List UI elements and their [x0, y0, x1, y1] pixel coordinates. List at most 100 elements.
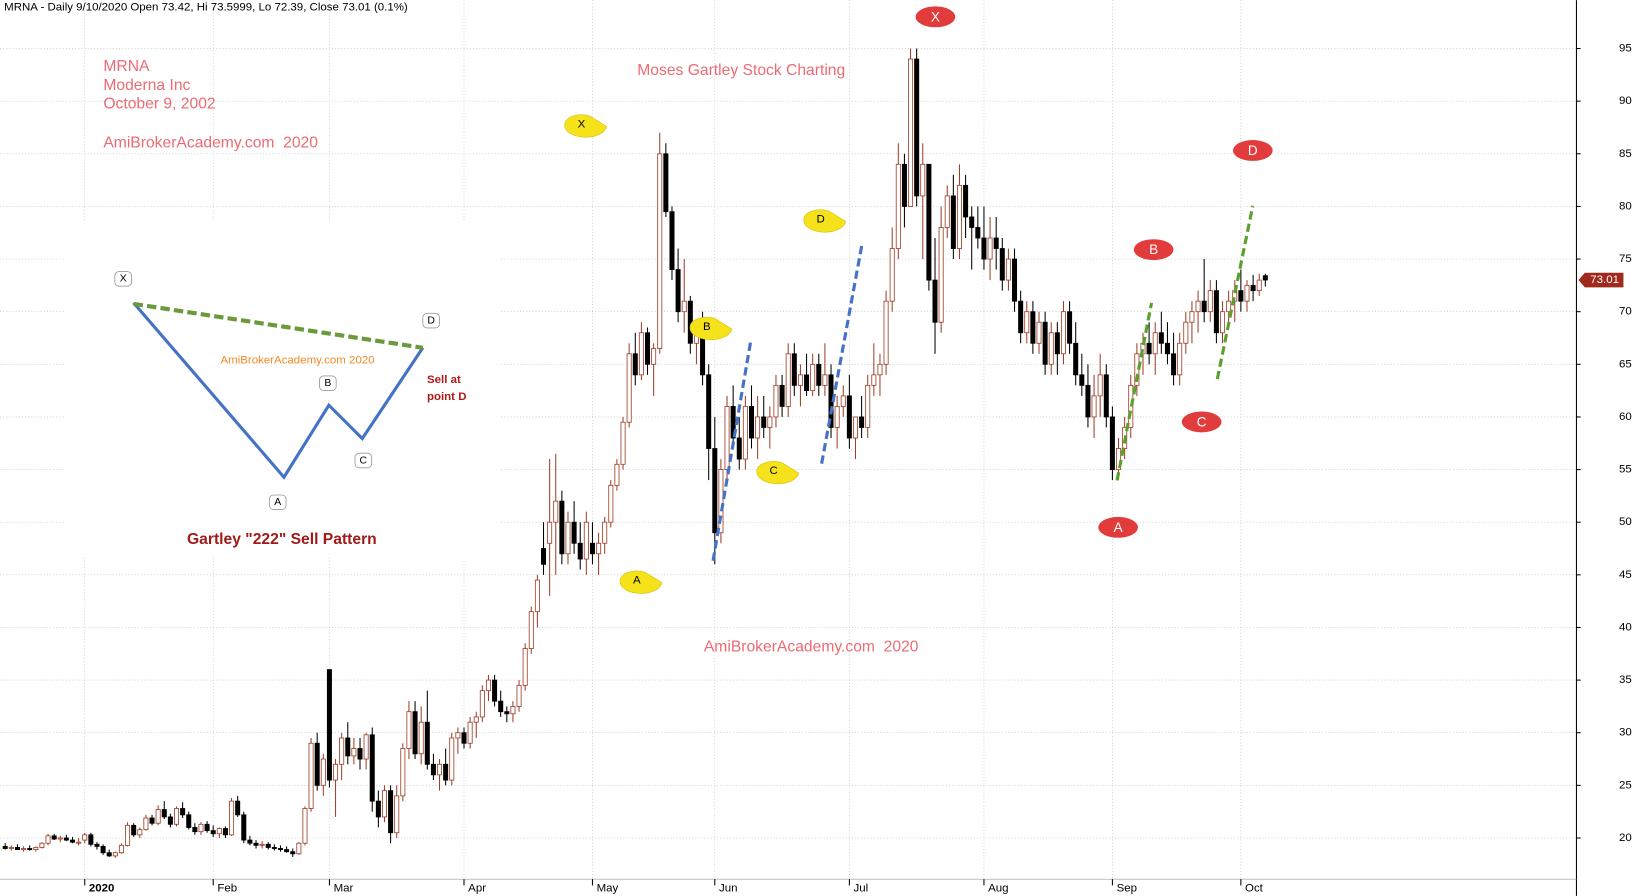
- candle-body: [284, 849, 290, 853]
- candle-body: [63, 837, 69, 841]
- candle-body: [161, 809, 167, 818]
- candle-body: [424, 721, 430, 765]
- candle-body: [1152, 332, 1158, 355]
- candle-body: [259, 843, 265, 846]
- candle-body: [345, 737, 351, 757]
- candle-body: [51, 835, 57, 840]
- candle-body: [27, 848, 33, 850]
- candle-body: [216, 828, 222, 835]
- candle-body: [669, 211, 675, 271]
- candle-body: [614, 463, 620, 486]
- y-tick-label: 30: [1619, 727, 1632, 739]
- candle-body: [822, 374, 828, 386]
- candle-body: [938, 227, 944, 323]
- candle-body: [198, 823, 204, 833]
- inset-marker: [268, 494, 287, 511]
- candle-body: [375, 800, 381, 818]
- overlay: X A B C D X A B C D: [564, 6, 1273, 594]
- candle-body: [950, 195, 956, 249]
- candle-body: [840, 395, 846, 407]
- candle-body: [1079, 374, 1085, 386]
- candle-body: [2, 845, 8, 849]
- candle-body: [314, 742, 320, 786]
- candle-body: [21, 848, 27, 850]
- subtitle: Moses Gartley Stock Charting: [637, 62, 845, 79]
- watermark: AmiBrokerAcademy.com 2020: [103, 134, 318, 151]
- y-tick-label: 40: [1619, 621, 1632, 633]
- candle-body: [1220, 311, 1226, 334]
- candle-body: [1048, 332, 1054, 365]
- candle-body: [718, 469, 724, 534]
- last-price: 73.01: [1590, 274, 1619, 286]
- candle-body: [485, 679, 491, 692]
- candle-body: [1103, 374, 1109, 418]
- y-tick-label: 45: [1619, 569, 1632, 581]
- inset-marker: [354, 452, 373, 469]
- candle-body: [522, 648, 528, 686]
- candle-body: [865, 384, 871, 428]
- candle-body: [589, 542, 595, 555]
- candle-body: [76, 841, 82, 844]
- candle-body: [859, 416, 865, 428]
- y-tick-label: 25: [1619, 779, 1632, 791]
- candle-body: [889, 248, 895, 302]
- candle-body: [167, 816, 173, 825]
- candle-body: [412, 711, 418, 755]
- candle-body: [871, 374, 877, 386]
- candle-body: [339, 737, 345, 765]
- candle-body: [553, 500, 559, 523]
- candle-body: [1012, 258, 1018, 302]
- red-marker: [1232, 140, 1273, 161]
- candle-body: [326, 669, 332, 781]
- y-tick-label: 65: [1619, 358, 1632, 370]
- candle-body: [1024, 311, 1030, 334]
- candle-body: [645, 332, 651, 365]
- y-tick-label: 35: [1619, 674, 1632, 686]
- candle-body: [534, 579, 540, 613]
- candle-body: [785, 353, 791, 407]
- candle-body: [302, 808, 308, 844]
- candle-body: [443, 763, 449, 781]
- candle-body: [461, 732, 467, 744]
- candle-body: [125, 824, 131, 846]
- yellow-label: B: [703, 321, 711, 333]
- candle-body: [39, 842, 45, 848]
- y-tick-label: 60: [1619, 411, 1632, 423]
- candle-body: [155, 809, 161, 824]
- header: MRNA - Daily 9/10/2020 Open 73.42, Hi 73…: [4, 1, 408, 13]
- candle-body: [400, 748, 406, 797]
- candle-body: [969, 216, 975, 228]
- yellow-marker: [689, 316, 733, 341]
- inset-label: C: [360, 455, 368, 466]
- candle-body: [804, 374, 810, 392]
- candle-body: [510, 705, 516, 715]
- candle-body: [583, 521, 589, 560]
- candle-body: [149, 817, 155, 824]
- candle-body: [504, 711, 510, 715]
- candle-body: [993, 237, 999, 249]
- candle-body: [180, 808, 186, 816]
- candle-body: [363, 734, 369, 760]
- candle-body: [1116, 448, 1122, 470]
- pattern-dash: [133, 301, 424, 350]
- candle-body: [351, 748, 357, 757]
- candle-body: [547, 521, 553, 544]
- candle-body: [82, 834, 88, 841]
- candle-body: [137, 829, 143, 836]
- candle-body: [608, 484, 614, 523]
- yellow-marker: [803, 209, 846, 233]
- candle-body: [1030, 311, 1036, 344]
- candle-body: [908, 58, 914, 207]
- candle-body: [742, 406, 748, 460]
- candle-body: [620, 421, 626, 465]
- x-tick-label: Jul: [854, 883, 869, 895]
- candle-body: [748, 406, 755, 439]
- candle-body: [1067, 311, 1073, 344]
- candle-body: [1005, 258, 1011, 281]
- candle-body: [1164, 342, 1170, 355]
- x-tick-label: Jun: [719, 883, 738, 895]
- candle-body: [308, 742, 314, 809]
- red-marker: [1098, 516, 1138, 538]
